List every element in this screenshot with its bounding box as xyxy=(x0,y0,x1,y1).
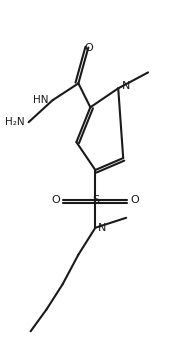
Text: S: S xyxy=(92,195,99,205)
Text: H₂N: H₂N xyxy=(5,117,25,127)
Text: O: O xyxy=(130,195,139,205)
Text: HN: HN xyxy=(33,95,49,105)
Text: N: N xyxy=(98,223,107,233)
Text: O: O xyxy=(52,195,61,205)
Text: O: O xyxy=(84,42,93,52)
Text: N: N xyxy=(122,81,131,91)
